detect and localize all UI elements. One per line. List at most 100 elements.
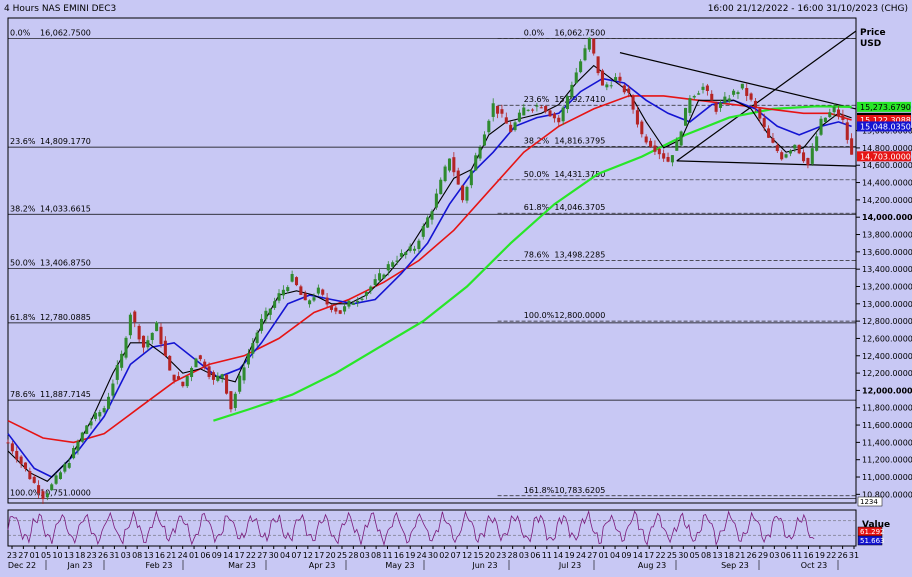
x-month-label: Feb 23 — [146, 561, 173, 570]
candle-body — [605, 84, 609, 88]
candle-body — [417, 240, 421, 249]
price-tick-label: 11,800.0000 — [862, 404, 912, 413]
x-tick-label: 26 — [838, 551, 848, 560]
x-month-label: Oct 23 — [801, 561, 828, 570]
candle-body — [836, 109, 841, 117]
ma-red-line — [7, 95, 852, 444]
candle-body — [259, 318, 264, 331]
x-tick-label: 27 — [257, 551, 267, 560]
candle-body — [732, 90, 736, 95]
x-tick-label: 20 — [485, 551, 495, 560]
x-tick-label: 10 — [52, 551, 62, 560]
price-tick-label: 12,800.0000 — [862, 317, 912, 326]
candle-body — [675, 140, 679, 151]
candle-body — [544, 105, 548, 112]
candle-body — [286, 287, 290, 292]
x-tick-label: 11 — [382, 551, 392, 560]
ma-black-line — [7, 64, 852, 482]
x-tick-label: 14 — [223, 551, 233, 560]
oscillator-tag-label: 51.663 — [860, 537, 885, 545]
fib-right-value: 10,783.6205 — [554, 486, 605, 495]
candle-body — [404, 252, 408, 255]
candle-body — [622, 85, 626, 93]
x-tick-label: 12 — [303, 551, 313, 560]
candle-body — [303, 293, 307, 301]
fib-left-pct: 0.0% — [10, 29, 31, 38]
candle-body — [378, 273, 382, 281]
candle-body — [670, 155, 674, 163]
fib-right-pct: 38.2% — [524, 136, 550, 145]
candle-body — [600, 70, 605, 86]
price-tag-label: 14,703.0000 — [860, 152, 911, 161]
candle-body — [194, 358, 198, 368]
x-tick-label: 27 — [18, 551, 28, 560]
x-month-label: Jan 23 — [66, 561, 92, 570]
oscillator-label: Value — [862, 520, 890, 530]
candle-body — [325, 297, 329, 305]
trendline — [619, 52, 857, 110]
x-tick-label: 17 — [234, 551, 244, 560]
x-tick-label: 02 — [439, 551, 449, 560]
candle-body — [815, 136, 819, 151]
x-tick-label: 11 — [542, 551, 552, 560]
candle-body — [273, 301, 277, 308]
candle-body — [242, 367, 246, 381]
price-tick-label: 12,000.0000 — [862, 386, 912, 395]
candle-body — [439, 179, 443, 195]
price-axis-label: Price — [860, 28, 886, 38]
candle-body — [740, 83, 744, 89]
candle-body — [216, 375, 220, 381]
x-tick-label: 31 — [109, 551, 119, 560]
fib-right-pct: 78.6% — [524, 251, 550, 260]
x-tick-label: 19 — [564, 551, 574, 560]
fib-left-value: 14,809.1770 — [40, 137, 91, 146]
candle-body — [290, 273, 294, 282]
candle-body — [710, 93, 714, 101]
candle-body — [496, 105, 500, 114]
price-tick-label: 11,200.0000 — [862, 456, 912, 465]
x-tick-label: 03 — [360, 551, 370, 560]
x-month-label: Dec 22 — [8, 561, 36, 570]
date-range: 16:00 21/12/2022 - 16:00 31/10/2023 (CHG… — [708, 4, 908, 14]
x-tick-label: 13 — [143, 551, 153, 560]
x-tick-label: 05 — [690, 551, 700, 560]
price-tick-label: 11,400.0000 — [862, 438, 912, 447]
candle-body — [329, 305, 333, 310]
candle-body — [198, 355, 202, 360]
candle-body — [185, 376, 189, 387]
candle-body — [819, 118, 823, 135]
candle-body — [107, 396, 111, 409]
candle-body — [343, 306, 347, 312]
fib-left-pct: 38.2% — [10, 204, 36, 213]
candle-body — [163, 340, 167, 356]
price-tick-label: 11,000.0000 — [862, 473, 912, 482]
price-tag-label: 15,122.3088 — [860, 116, 911, 125]
candle-body — [574, 72, 578, 84]
x-tick-label: 23 — [7, 551, 17, 560]
x-tick-label: 13 — [64, 551, 74, 560]
fib-left-value: 11,887.7145 — [40, 390, 91, 399]
x-tick-label: 24 — [417, 551, 427, 560]
candle-body — [456, 170, 460, 185]
price-tag-bg — [857, 151, 911, 162]
x-tick-label: 06 — [530, 551, 540, 560]
fib-right-value: 15,292.7410 — [554, 95, 605, 104]
candle-body — [382, 274, 386, 279]
candle-body — [565, 96, 570, 110]
price-tick-label: 14,200.0000 — [862, 196, 912, 205]
candle-body — [806, 157, 810, 166]
candle-body — [412, 248, 417, 251]
candle-body — [321, 289, 325, 295]
candle-body — [727, 98, 731, 102]
x-tick-label: 31 — [849, 551, 859, 560]
candle-body — [120, 353, 124, 368]
candle-body — [609, 85, 613, 87]
candle-body — [587, 37, 591, 50]
candle-body — [579, 61, 583, 73]
candle-body — [631, 96, 635, 110]
candle-body — [705, 85, 709, 92]
x-tick-label: 01 — [189, 551, 199, 560]
candle-body — [788, 150, 792, 154]
